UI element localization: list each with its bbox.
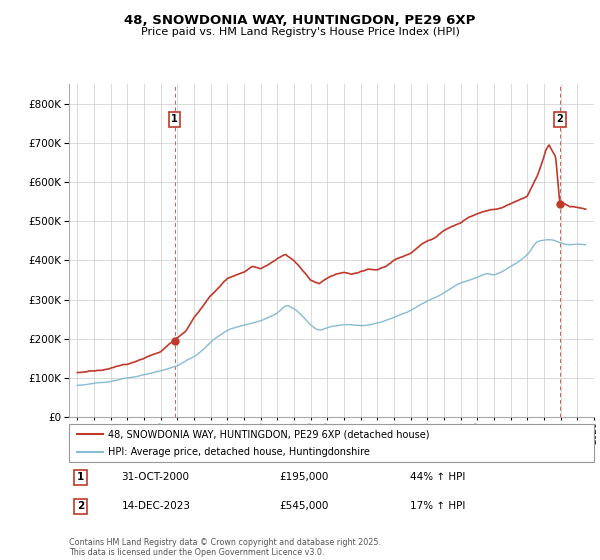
Text: Contains HM Land Registry data © Crown copyright and database right 2025.
This d: Contains HM Land Registry data © Crown c…: [69, 538, 381, 557]
Text: 17% ↑ HPI: 17% ↑ HPI: [410, 501, 466, 511]
Text: 2: 2: [77, 501, 84, 511]
Text: £195,000: £195,000: [279, 473, 328, 483]
Text: 1: 1: [77, 473, 84, 483]
FancyBboxPatch shape: [69, 424, 594, 462]
Text: £545,000: £545,000: [279, 501, 328, 511]
Text: 48, SNOWDONIA WAY, HUNTINGDON, PE29 6XP (detached house): 48, SNOWDONIA WAY, HUNTINGDON, PE29 6XP …: [109, 429, 430, 439]
Text: Price paid vs. HM Land Registry's House Price Index (HPI): Price paid vs. HM Land Registry's House …: [140, 27, 460, 37]
Text: 48, SNOWDONIA WAY, HUNTINGDON, PE29 6XP: 48, SNOWDONIA WAY, HUNTINGDON, PE29 6XP: [124, 14, 476, 27]
Text: 1: 1: [171, 114, 178, 124]
Text: 2: 2: [556, 114, 563, 124]
Text: 14-DEC-2023: 14-DEC-2023: [121, 501, 191, 511]
Text: 31-OCT-2000: 31-OCT-2000: [121, 473, 190, 483]
Text: 44% ↑ HPI: 44% ↑ HPI: [410, 473, 466, 483]
Text: HPI: Average price, detached house, Huntingdonshire: HPI: Average price, detached house, Hunt…: [109, 447, 370, 457]
